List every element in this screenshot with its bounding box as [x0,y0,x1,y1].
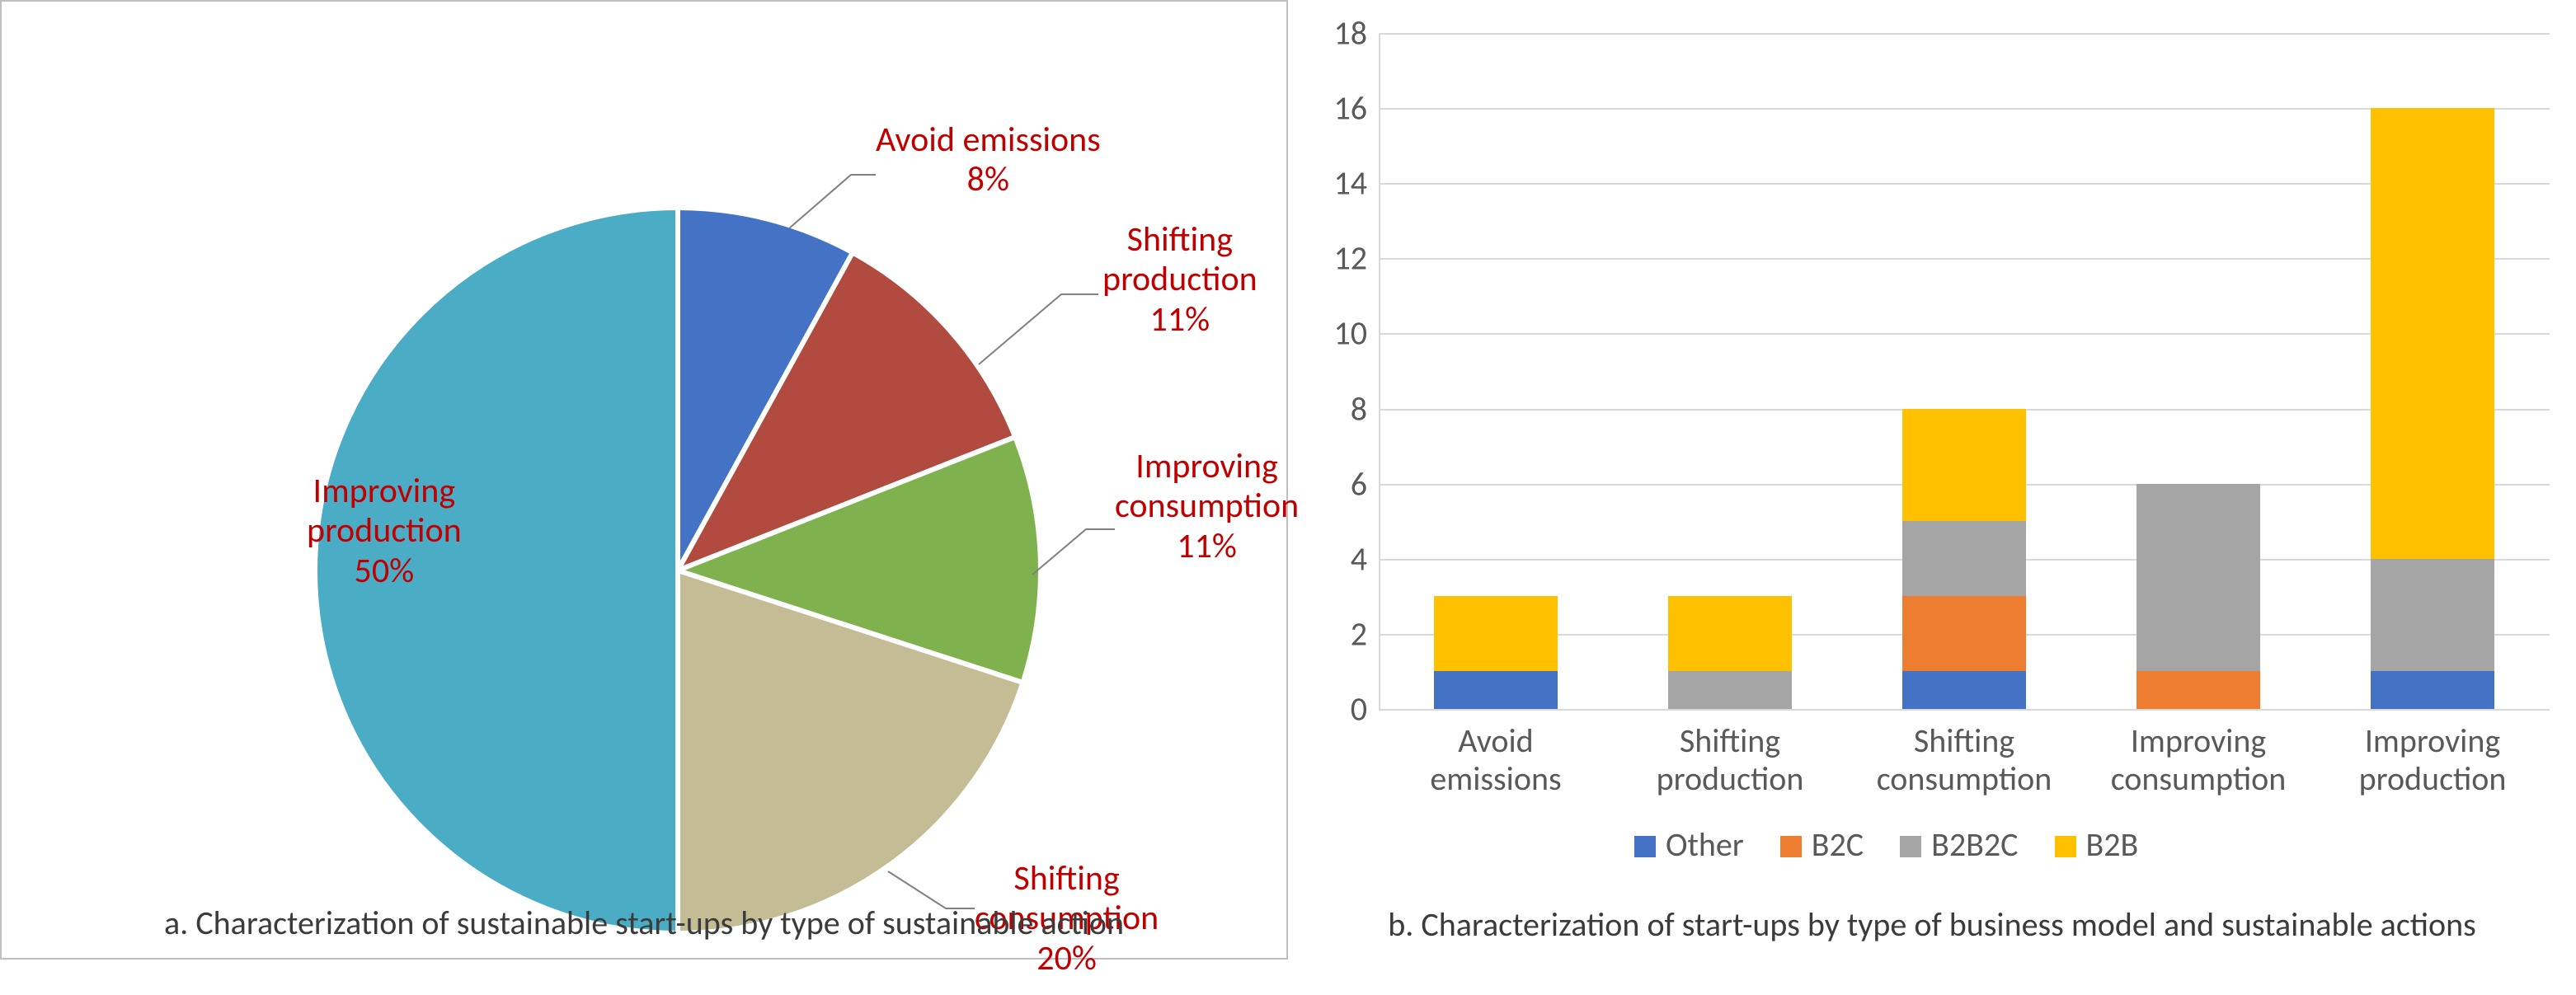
bar-shifting-consumption: Shiftingconsumption [1902,33,2026,709]
bar-legend: Other B2C B2B2C B2B [1634,824,2138,865]
bar-improving-production: Improvingproduction [2371,33,2494,709]
pie-chart [150,101,892,842]
bar-seg-other [2371,671,2494,709]
bar-seg-b2b [2371,108,2494,559]
bar-seg-b2b2c [2371,559,2494,672]
pie-leader [1032,529,1115,575]
bar-seg-b2b [1668,596,1792,671]
bar-plot-area: 024681012141618AvoidemissionsShiftingpro… [1379,33,2550,709]
bar-seg-b2b2c [2136,484,2260,672]
bar-seg-b2c [1902,596,2026,671]
figure-container: Improvingproduction50%Avoid emissions8%S… [0,0,2576,960]
pie-panel: Improvingproduction50% Avoid emissions8%S… [0,0,1288,960]
legend-item-b2c: B2C [1780,824,1864,865]
legend-item-other: Other [1634,824,1744,865]
bar-seg-b2b2c [1902,521,2026,596]
legend-item-b2b: B2B [2055,824,2139,865]
pie-label-improving-consumption: Improvingconsumption11% [1115,447,1299,566]
legend-item-b2b2c: B2B2C [1900,824,2018,865]
bar-avoid-emissions: Avoidemissions [1434,33,1558,709]
y-tick-label: 12 [1333,238,1379,279]
legend-label: B2C [1812,824,1864,865]
y-tick-label: 0 [1351,689,1379,730]
x-tick-label: Improvingproduction [2317,709,2548,798]
x-tick-label: Shiftingconsumption [1849,709,2080,798]
y-tick-label: 6 [1351,463,1379,504]
bar-seg-b2b2c [1668,671,1792,709]
y-axis-line [1379,33,1380,709]
bar-panel: 024681012141618AvoidemissionsShiftingpro… [1288,0,2576,960]
y-tick-label: 4 [1351,538,1379,579]
y-tick-label: 18 [1333,13,1379,54]
bar-caption: b. Characterization of start-ups by type… [1288,904,2576,945]
legend-swatch [2055,836,2076,857]
x-tick-label: Shiftingproduction [1615,709,1845,798]
legend-swatch [1634,836,1656,857]
legend-label: Other [1666,824,1744,865]
pie-caption: a. Characterization of sustainable start… [2,903,1286,943]
y-tick-label: 2 [1351,613,1379,654]
pie-leader [979,294,1098,364]
pie-label-shifting-production: Shiftingproduction11% [1102,220,1257,340]
x-tick-label: Avoidemissions [1380,709,1611,798]
legend-swatch [1900,836,1921,857]
pie-leader [789,175,876,228]
bar-shifting-production: Shiftingproduction [1668,33,1792,709]
bar-improving-consumption: Improvingconsumption [2136,33,2260,709]
legend-label: B2B2C [1931,824,2018,865]
bar-seg-other [1902,671,2026,709]
bar-seg-other [1434,671,1558,709]
pie-label-avoid-emissions: Avoid emissions8% [876,120,1101,200]
legend-swatch [1780,836,1802,857]
bar-seg-b2b [1902,409,2026,522]
bar-seg-b2b [1434,596,1558,671]
y-tick-label: 8 [1351,388,1379,429]
legend-label: B2B [2086,824,2139,865]
y-tick-label: 14 [1333,163,1379,204]
bar-seg-b2c [2136,671,2260,709]
x-tick-label: Improvingconsumption [2083,709,2314,798]
y-tick-label: 16 [1333,88,1379,129]
y-tick-label: 10 [1333,313,1379,354]
pie-label-improving-production: Improvingproduction50% [307,472,462,591]
